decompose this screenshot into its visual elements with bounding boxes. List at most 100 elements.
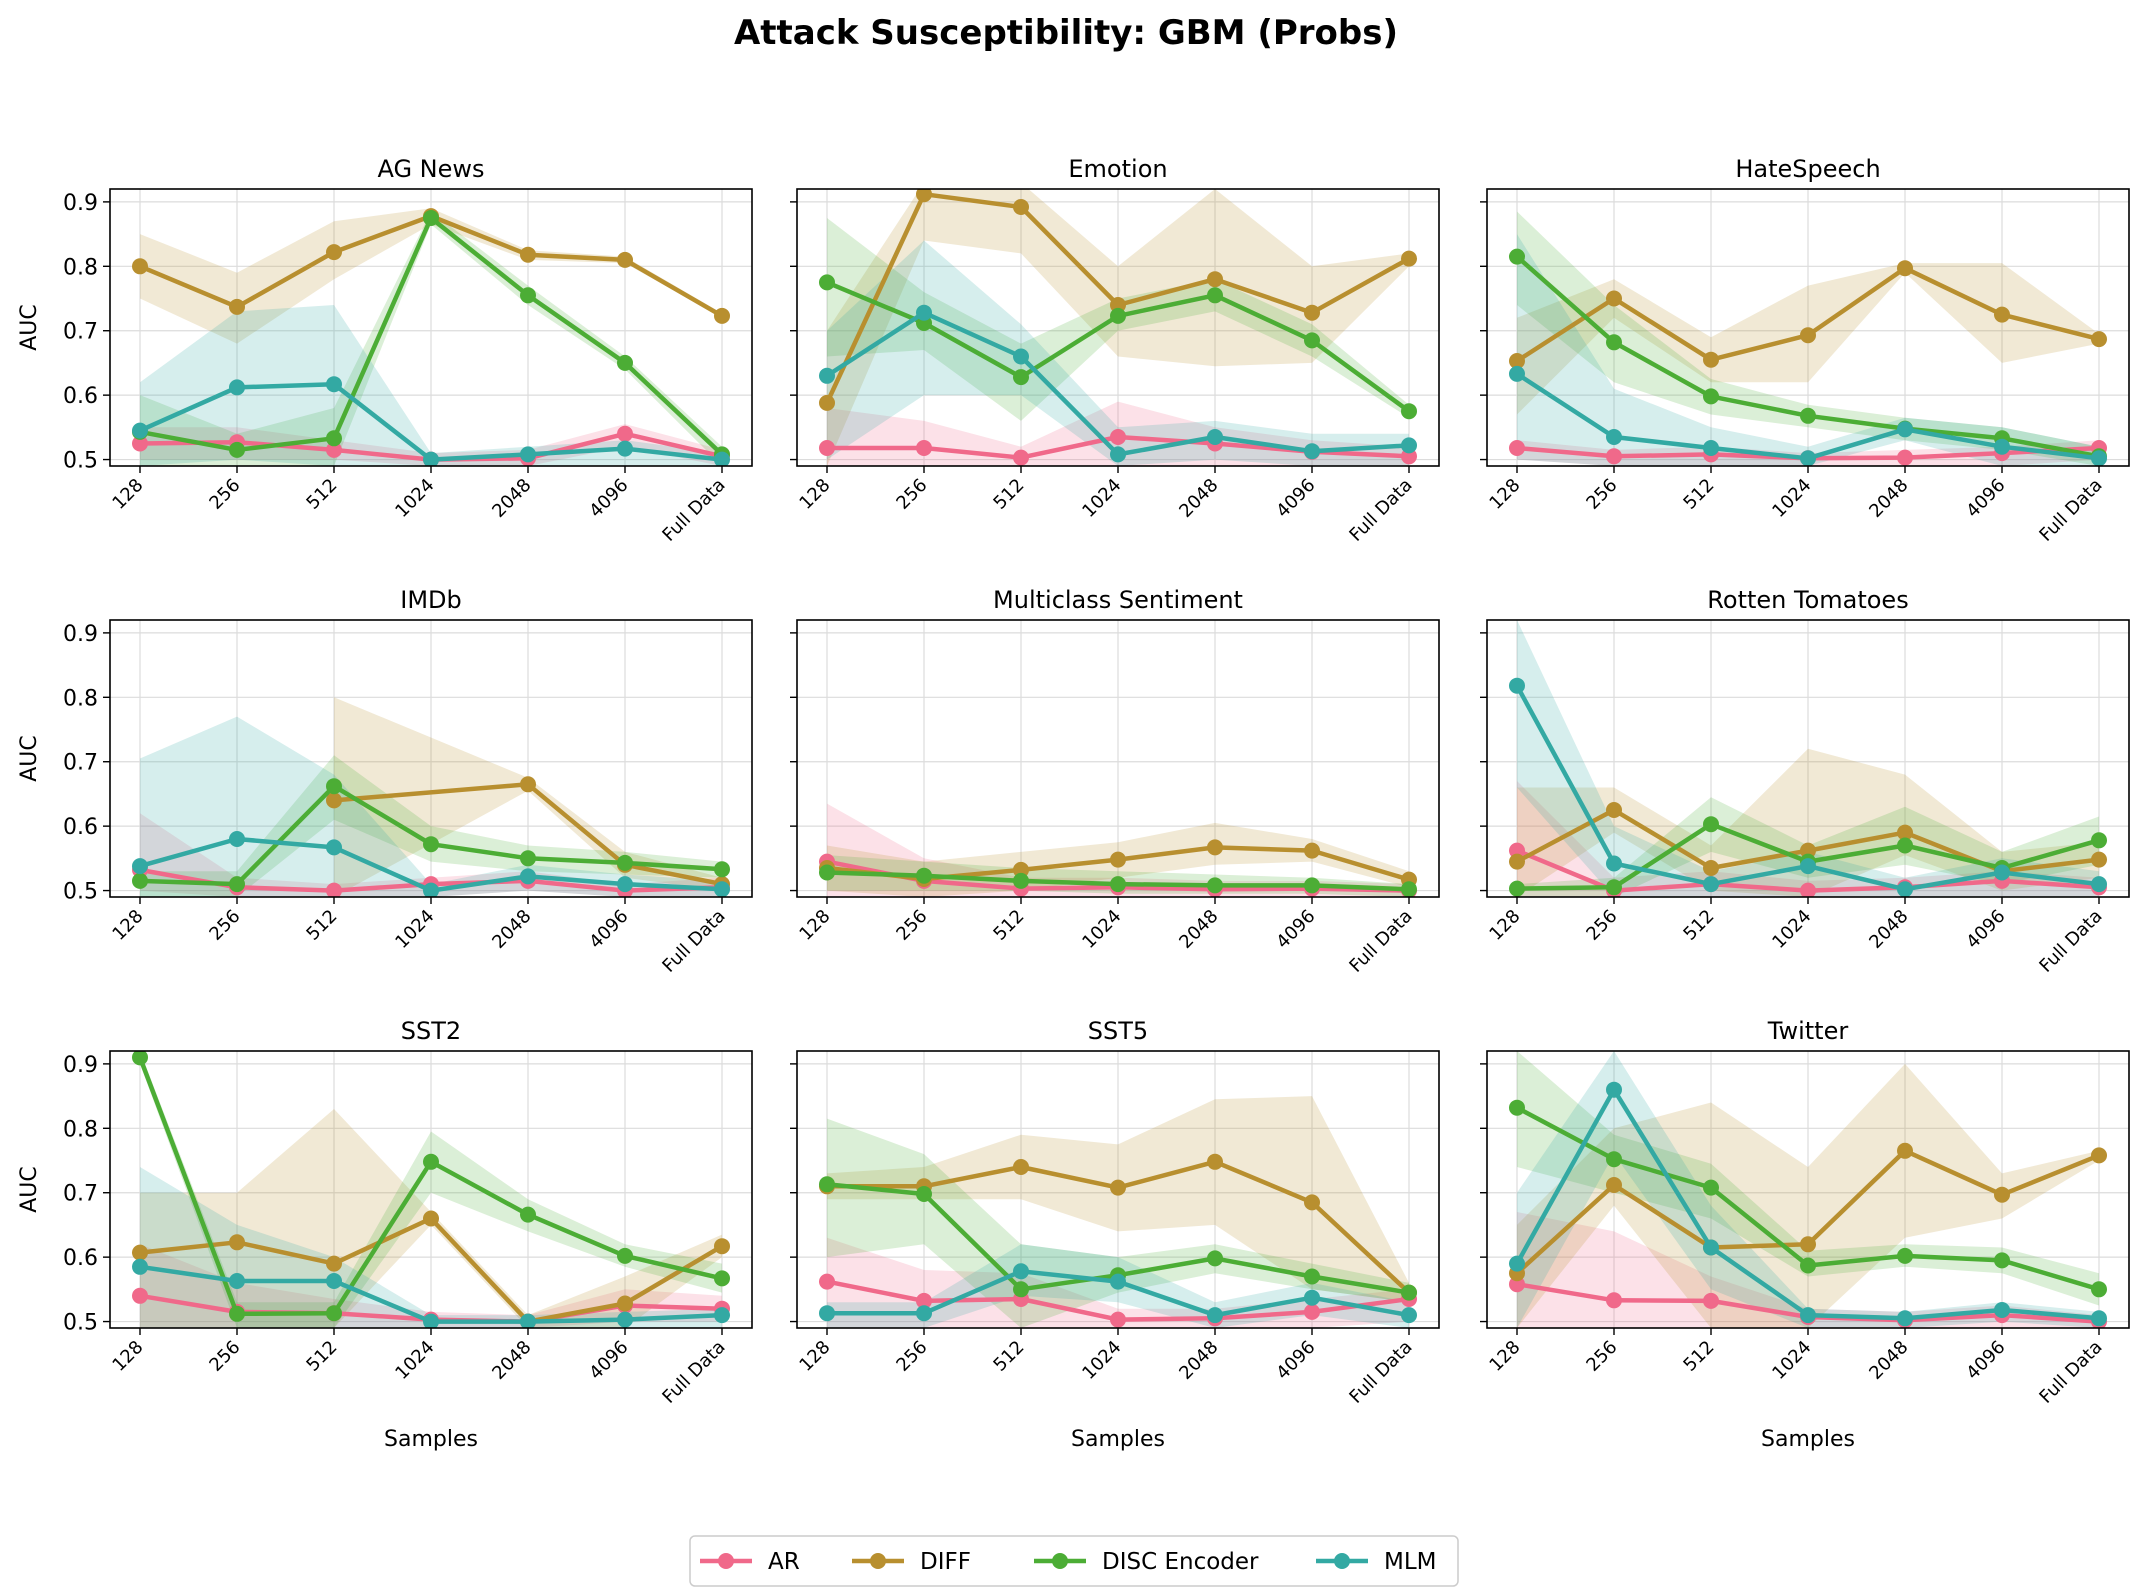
point-mlm-1024 xyxy=(1110,446,1126,463)
point-diff-512 xyxy=(1703,860,1719,876)
point-disc-encoder-256 xyxy=(1606,334,1622,351)
point-mlm-512 xyxy=(326,839,342,856)
series-group xyxy=(819,189,1417,466)
x-axis-label: Samples xyxy=(1761,1427,1855,1452)
y-tick-label: 0.8 xyxy=(63,686,98,711)
point-mlm-512 xyxy=(326,1273,342,1289)
point-ar-2048 xyxy=(1897,449,1913,466)
point-mlm-256 xyxy=(916,1305,932,1322)
subplot-title: SST2 xyxy=(401,1017,461,1045)
point-disc-encoder-512 xyxy=(326,778,342,795)
point-mlm-128 xyxy=(132,1258,148,1275)
y-tick-label: 0.6 xyxy=(63,384,98,409)
series-group xyxy=(132,208,730,466)
point-diff-2048 xyxy=(1207,1153,1223,1170)
legend-item-diff: DIFF xyxy=(852,1549,971,1575)
point-mlm-512 xyxy=(326,376,342,393)
y-tick-label: 0.7 xyxy=(63,1182,98,1207)
point-mlm-128 xyxy=(819,1305,835,1322)
point-diff-2048 xyxy=(1897,824,1913,841)
point-disc-encoder-full-data xyxy=(1401,403,1417,420)
point-mlm-512 xyxy=(1703,440,1719,456)
legend-item-mlm: MLM xyxy=(1316,1549,1437,1575)
point-disc-encoder-128 xyxy=(132,1051,148,1066)
point-diff-4096 xyxy=(1304,1194,1320,1211)
x-axis-label: Samples xyxy=(1071,1427,1165,1452)
point-mlm-256 xyxy=(229,379,245,396)
point-diff-128 xyxy=(132,258,148,275)
point-mlm-full-data xyxy=(2091,876,2107,893)
point-mlm-256 xyxy=(229,831,245,847)
y-tick-label: 0.6 xyxy=(63,815,98,840)
point-disc-encoder-256 xyxy=(1606,879,1622,896)
point-diff-2048 xyxy=(520,776,536,793)
point-diff-1024 xyxy=(1110,851,1126,868)
point-ar-128 xyxy=(1509,1276,1525,1293)
point-mlm-full-data xyxy=(714,881,730,897)
legend-marker-mlm xyxy=(1334,1553,1350,1569)
point-disc-encoder-4096 xyxy=(1304,1268,1320,1285)
point-ar-512 xyxy=(1013,449,1029,466)
point-mlm-full-data xyxy=(714,1307,730,1324)
point-mlm-256 xyxy=(1606,855,1622,872)
point-mlm-full-data xyxy=(2091,450,2107,466)
y-tick-label: 0.7 xyxy=(63,751,98,776)
point-disc-encoder-2048 xyxy=(1207,877,1223,894)
legend-item-ar: AR xyxy=(700,1549,800,1575)
figure-title: Attack Susceptibility: GBM (Probs) xyxy=(734,13,1398,53)
legend-label: DISC Encoder xyxy=(1102,1549,1259,1575)
point-disc-encoder-1024 xyxy=(423,1153,439,1170)
y-tick-label: 0.5 xyxy=(63,880,98,905)
point-disc-encoder-256 xyxy=(229,441,245,458)
legend: AR DIFF DISC Encoder MLM xyxy=(689,1535,1459,1587)
x-axis-label: Samples xyxy=(384,1427,478,1452)
point-mlm-2048 xyxy=(1897,1310,1913,1327)
point-mlm-512 xyxy=(1703,876,1719,893)
point-ar-128 xyxy=(1509,440,1525,456)
point-diff-256 xyxy=(1606,290,1622,307)
point-disc-encoder-2048 xyxy=(1207,1250,1223,1267)
legend-label: DIFF xyxy=(920,1549,971,1575)
point-diff-128 xyxy=(1509,853,1525,870)
point-diff-full-data xyxy=(2091,1147,2107,1164)
point-disc-encoder-2048 xyxy=(1897,1247,1913,1264)
point-disc-encoder-256 xyxy=(229,876,245,893)
point-diff-512 xyxy=(326,1255,342,1272)
point-mlm-128 xyxy=(132,858,148,875)
band-disc-encoder xyxy=(140,1051,722,1328)
point-diff-256 xyxy=(229,1234,245,1251)
point-mlm-4096 xyxy=(1994,1302,2010,1318)
subplot-title: Emotion xyxy=(1068,155,1167,183)
point-mlm-128 xyxy=(1509,365,1525,382)
subplot-title: Rotten Tomatoes xyxy=(1707,586,1908,614)
point-ar-1024 xyxy=(1110,429,1126,445)
series-group xyxy=(1509,620,2107,897)
band-diff xyxy=(334,697,722,897)
point-diff-512 xyxy=(326,792,342,809)
point-mlm-full-data xyxy=(2091,1310,2107,1327)
series-group xyxy=(1509,211,2107,466)
y-tick-label: 0.8 xyxy=(63,1117,98,1142)
point-ar-1024 xyxy=(1800,882,1816,897)
band-mlm xyxy=(1517,620,2099,897)
band-ar xyxy=(140,424,722,466)
series-group xyxy=(819,803,1417,897)
point-disc-encoder-256 xyxy=(1606,1151,1622,1168)
point-mlm-128 xyxy=(1509,677,1525,694)
point-mlm-4096 xyxy=(1994,438,2010,455)
point-mlm-1024 xyxy=(1800,1307,1816,1324)
point-disc-encoder-1024 xyxy=(1800,407,1816,424)
y-tick-label: 0.9 xyxy=(63,622,98,647)
series-line-diff xyxy=(331,782,725,887)
point-disc-encoder-512 xyxy=(1013,1281,1029,1298)
band-diff xyxy=(140,208,722,344)
point-disc-encoder-1024 xyxy=(1800,1257,1816,1274)
point-diff-full-data xyxy=(1401,250,1417,267)
point-ar-256 xyxy=(916,1292,932,1309)
point-mlm-1024 xyxy=(1800,450,1816,466)
point-mlm-full-data xyxy=(1401,1307,1417,1324)
point-diff-4096 xyxy=(617,251,633,268)
